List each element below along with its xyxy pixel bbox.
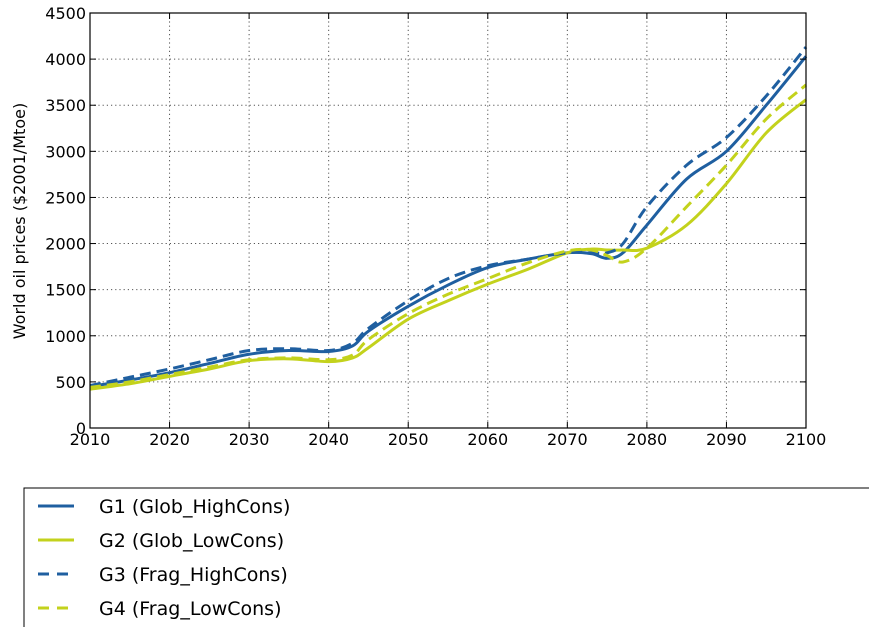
legend-frame bbox=[23, 487, 869, 627]
legend-label-g2: G2 (Glob_LowCons) bbox=[99, 530, 284, 552]
series-line-g1 bbox=[89, 55, 808, 388]
y-tick-label: 2000 bbox=[45, 235, 86, 254]
y-tick-label: 1500 bbox=[45, 281, 86, 300]
x-tick-label: 2090 bbox=[706, 430, 747, 449]
legend-label-g4: G4 (Frag_LowCons) bbox=[99, 598, 282, 620]
y-tick-label: 500 bbox=[55, 373, 86, 392]
y-tick-label: 4000 bbox=[45, 50, 86, 69]
y-tick-label: 3500 bbox=[45, 96, 86, 115]
legend-label-g3: G3 (Frag_HighCons) bbox=[99, 564, 288, 586]
series-line-g2 bbox=[89, 98, 807, 391]
legend: G1 (Glob_HighCons) G2 (Glob_LowCons) G3 (F… bbox=[23, 487, 869, 627]
legend-label-g1: G1 (Glob_HighCons) bbox=[99, 496, 290, 518]
plot-frame bbox=[89, 12, 807, 429]
y-axis-title: World oil prices ($2001/Mtoe) bbox=[10, 103, 29, 339]
y-tick-label: 1000 bbox=[45, 327, 86, 346]
x-tick-label: 2010 bbox=[70, 430, 111, 449]
x-tick-label: 2050 bbox=[388, 430, 429, 449]
x-axis-ticks: 2010 2020 2030 2040 2050 2060 2070 2080 2090 2100 bbox=[70, 13, 827, 449]
y-tick-label: 4500 bbox=[45, 4, 86, 23]
x-tick-label: 2070 bbox=[547, 430, 588, 449]
x-tick-label: 2080 bbox=[627, 430, 668, 449]
x-tick-label: 2060 bbox=[467, 430, 508, 449]
y-tick-label: 0 bbox=[76, 419, 86, 438]
x-tick-label: 2030 bbox=[229, 430, 270, 449]
x-tick-label: 2040 bbox=[308, 430, 349, 449]
series-line-g4 bbox=[89, 83, 807, 389]
y-tick-label: 2500 bbox=[45, 188, 86, 207]
axes bbox=[89, 12, 807, 429]
x-tick-label: 2020 bbox=[149, 430, 190, 449]
series-lines bbox=[89, 46, 808, 391]
y-tick-label: 3000 bbox=[45, 142, 86, 161]
grid-lines bbox=[90, 13, 806, 428]
y-axis-ticks: 0 500 1000 1500 2000 2500 3000 3500 4000 4500 bbox=[45, 4, 806, 438]
series-line-g3 bbox=[89, 46, 808, 388]
x-tick-label: 2100 bbox=[786, 430, 827, 449]
